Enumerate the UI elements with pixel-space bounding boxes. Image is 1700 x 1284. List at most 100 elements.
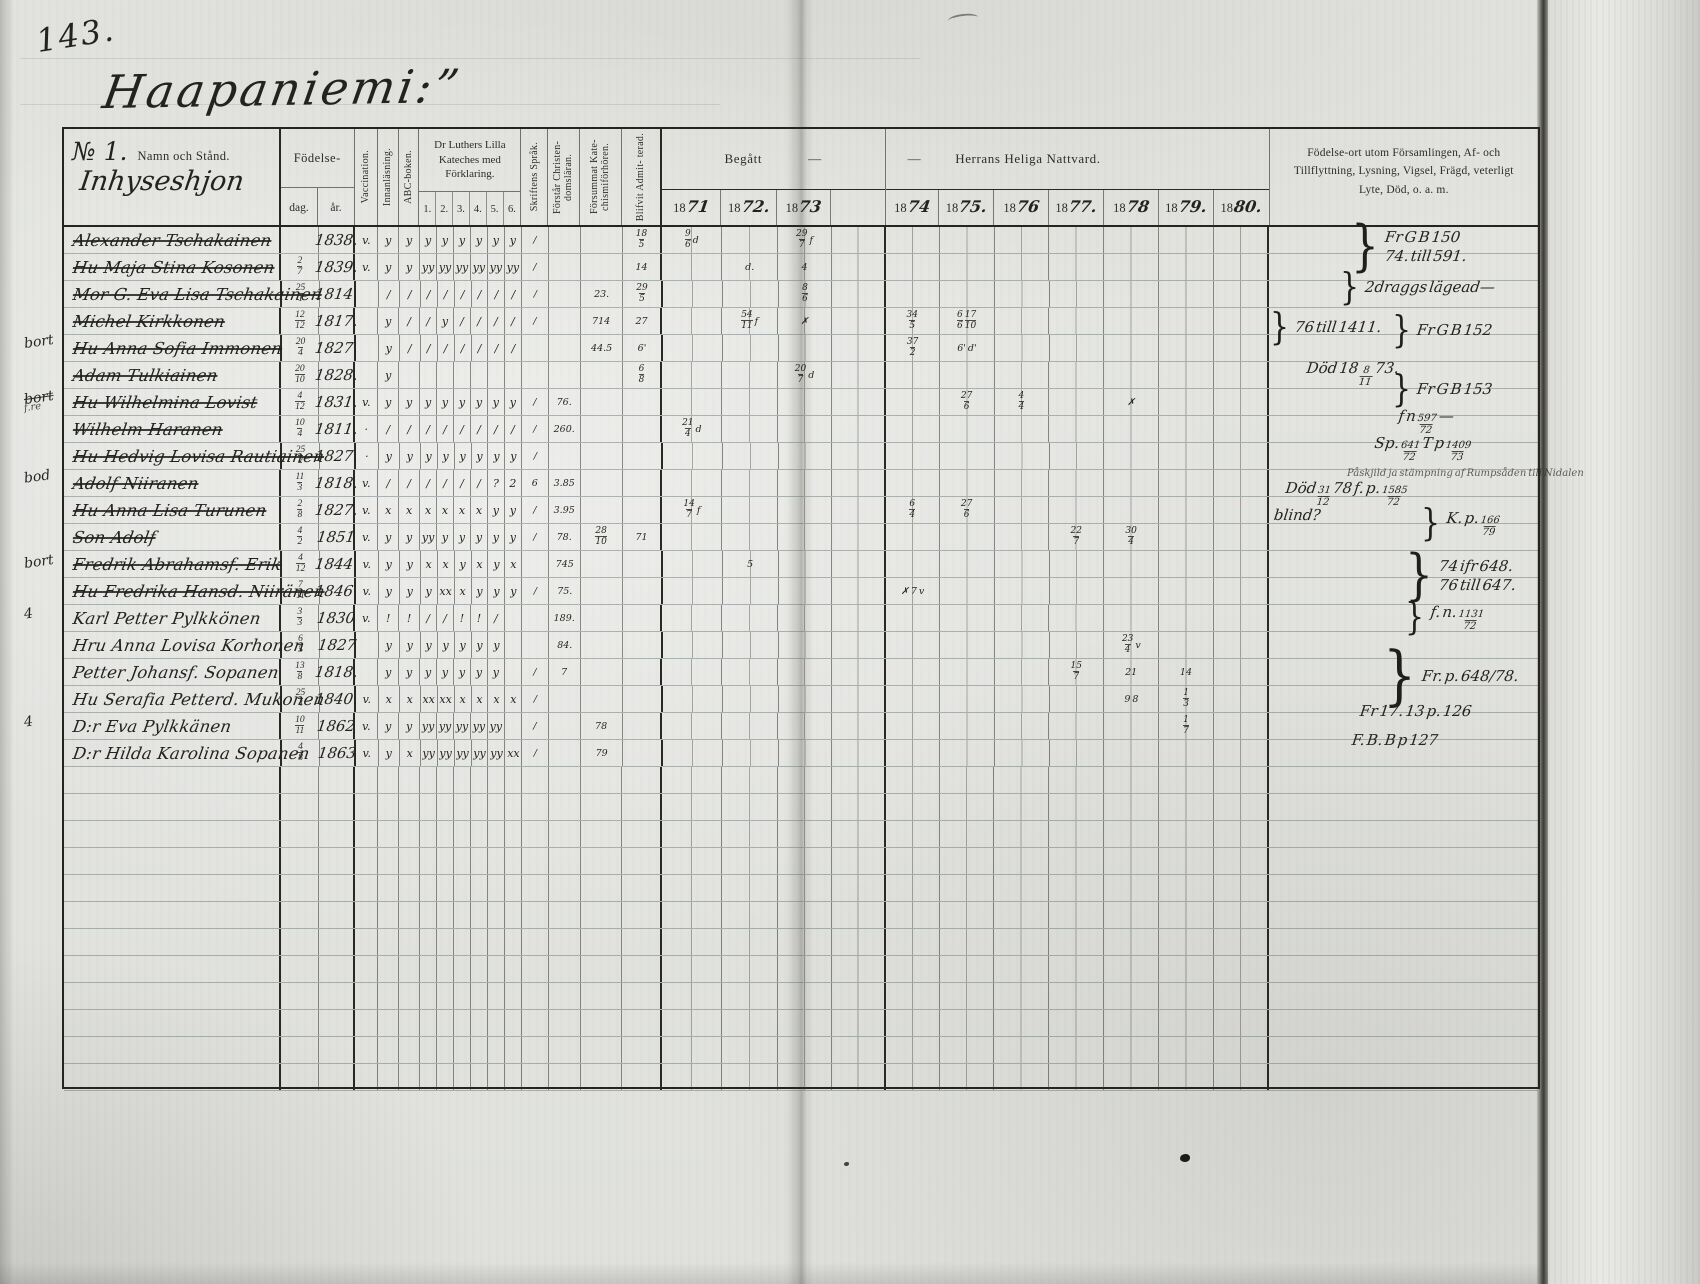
birth-year-value: 1818. [313, 474, 360, 492]
cell-y76 [994, 524, 1050, 550]
handwritten-mark: / [533, 531, 537, 543]
cell-forstar [549, 794, 581, 820]
note-lines: 2draggslägead— [1364, 278, 1496, 297]
fd: 2 [297, 536, 303, 547]
handwritten-date-fraction: 14 7 [683, 500, 694, 520]
cell-y76 [994, 1064, 1050, 1090]
cell-y76 [994, 335, 1050, 361]
handwritten-date-fraction: 27 6 [961, 500, 972, 520]
cell-year: 1818. [314, 470, 359, 496]
fn: 22 [1070, 526, 1082, 536]
reading-mark: / [426, 341, 431, 355]
cell-m5: y [471, 227, 488, 253]
cell-y78 [1104, 497, 1160, 523]
cell-m7: / [505, 416, 522, 442]
communion-date: 14 [1179, 667, 1193, 678]
handwritten-mark: / [533, 504, 537, 516]
handwritten-mark: 79 [595, 747, 608, 759]
cell-y80 [1214, 335, 1269, 361]
communion-date: 54 11 f [740, 311, 759, 331]
cell-m4 [454, 767, 471, 793]
cell-y75 [939, 227, 995, 253]
cell-y76 [994, 1010, 1050, 1036]
reading-mark: / [494, 314, 498, 328]
cell-vacc: v. [356, 578, 379, 604]
handwritten-mark: 7 [910, 585, 917, 597]
reading-mark: 2 [509, 476, 517, 490]
cell-m6: / [488, 281, 506, 307]
cell-m2: y [420, 659, 438, 685]
reading-mark: y [424, 395, 432, 409]
handwritten-mark: ifr [1459, 556, 1479, 575]
handwritten-mark: Fr [1358, 702, 1379, 720]
note-lines: fn 597 72— [1397, 407, 1455, 436]
fn: 4 [1018, 391, 1025, 401]
birth-year-value: 1827 [316, 636, 358, 654]
cell-vacc: v. [355, 605, 379, 631]
fn: 29 [796, 229, 808, 239]
cell-y77 [1049, 686, 1105, 712]
cell-y78 [1104, 1037, 1159, 1063]
reading-mark: / [477, 341, 482, 355]
reading-mark: x [425, 557, 432, 571]
cell-m7: xx [505, 740, 523, 766]
cell-vacc [355, 1010, 379, 1036]
cell-admit [623, 551, 663, 577]
reading-mark: y [385, 395, 392, 409]
cell-year [319, 875, 356, 901]
social-group-handwritten: Inhyseshjon [77, 166, 246, 197]
cell-m4: x [455, 686, 472, 712]
handwritten-mark: p. [1425, 702, 1443, 720]
cell-name: Adolf Niiranen [64, 470, 282, 496]
fn: 4 [297, 390, 303, 401]
reading-mark: y [385, 638, 392, 652]
handwritten-date-fraction: 1585 72 [1380, 485, 1408, 508]
year-header-cell: 18 77. [1049, 190, 1105, 227]
handwritten-mark: d. [745, 261, 755, 273]
fd: 4 [1018, 401, 1025, 412]
cell-y74 [885, 605, 940, 631]
cell-y74 [885, 524, 940, 550]
table-header: № 1. Namn och Stånd. Inhyseshjon Födelse… [64, 129, 1538, 227]
reading-mark: y [492, 503, 499, 517]
note-line: FrGB153 [1415, 380, 1495, 399]
cell-y79 [1159, 416, 1214, 442]
cell-day [281, 767, 320, 793]
cell-y74 [885, 227, 940, 253]
forsummat-mark: 44.5 [590, 343, 613, 354]
communion-date: 6 6 17 10 [956, 311, 977, 331]
cell-m3: x [438, 551, 455, 577]
side-note: Fr17.13p.126 [1359, 702, 1473, 721]
cell-y72 [722, 632, 779, 658]
fd: 7 [1073, 671, 1080, 682]
cell-m6: y [488, 497, 505, 523]
birth-year-value: 1838. [313, 231, 360, 249]
fn: 20 [794, 364, 807, 374]
cell-forstar [549, 740, 582, 766]
skrift-mark: 6 [531, 478, 539, 489]
cell-m2: x [420, 497, 438, 523]
handwritten-mark: d [692, 234, 699, 246]
communion-dash-left: — [808, 151, 822, 166]
birth-year-value: 1839. [313, 258, 360, 276]
handwritten-mark: 27 [635, 315, 648, 327]
cell-day: 4 12 [281, 389, 320, 415]
cell-y77 [1049, 983, 1105, 1009]
handwritten-mark: ja [1388, 468, 1398, 479]
reading-mark: y [476, 584, 483, 598]
reading-mark: y [459, 449, 466, 463]
reading-mark: / [477, 476, 481, 490]
cell-m4 [454, 929, 471, 955]
cell-admit [623, 605, 663, 631]
fn: 29 [636, 283, 648, 293]
cell-y75 [939, 821, 995, 847]
cell-m3 [437, 1064, 454, 1090]
cell-y80 [1213, 929, 1269, 955]
ink-blot [1180, 1154, 1190, 1162]
brace-mark: } [1383, 638, 1417, 714]
record-group-number: № 1. [72, 137, 128, 166]
cell-y77 [1049, 1064, 1105, 1090]
fn: 10 [295, 417, 305, 428]
